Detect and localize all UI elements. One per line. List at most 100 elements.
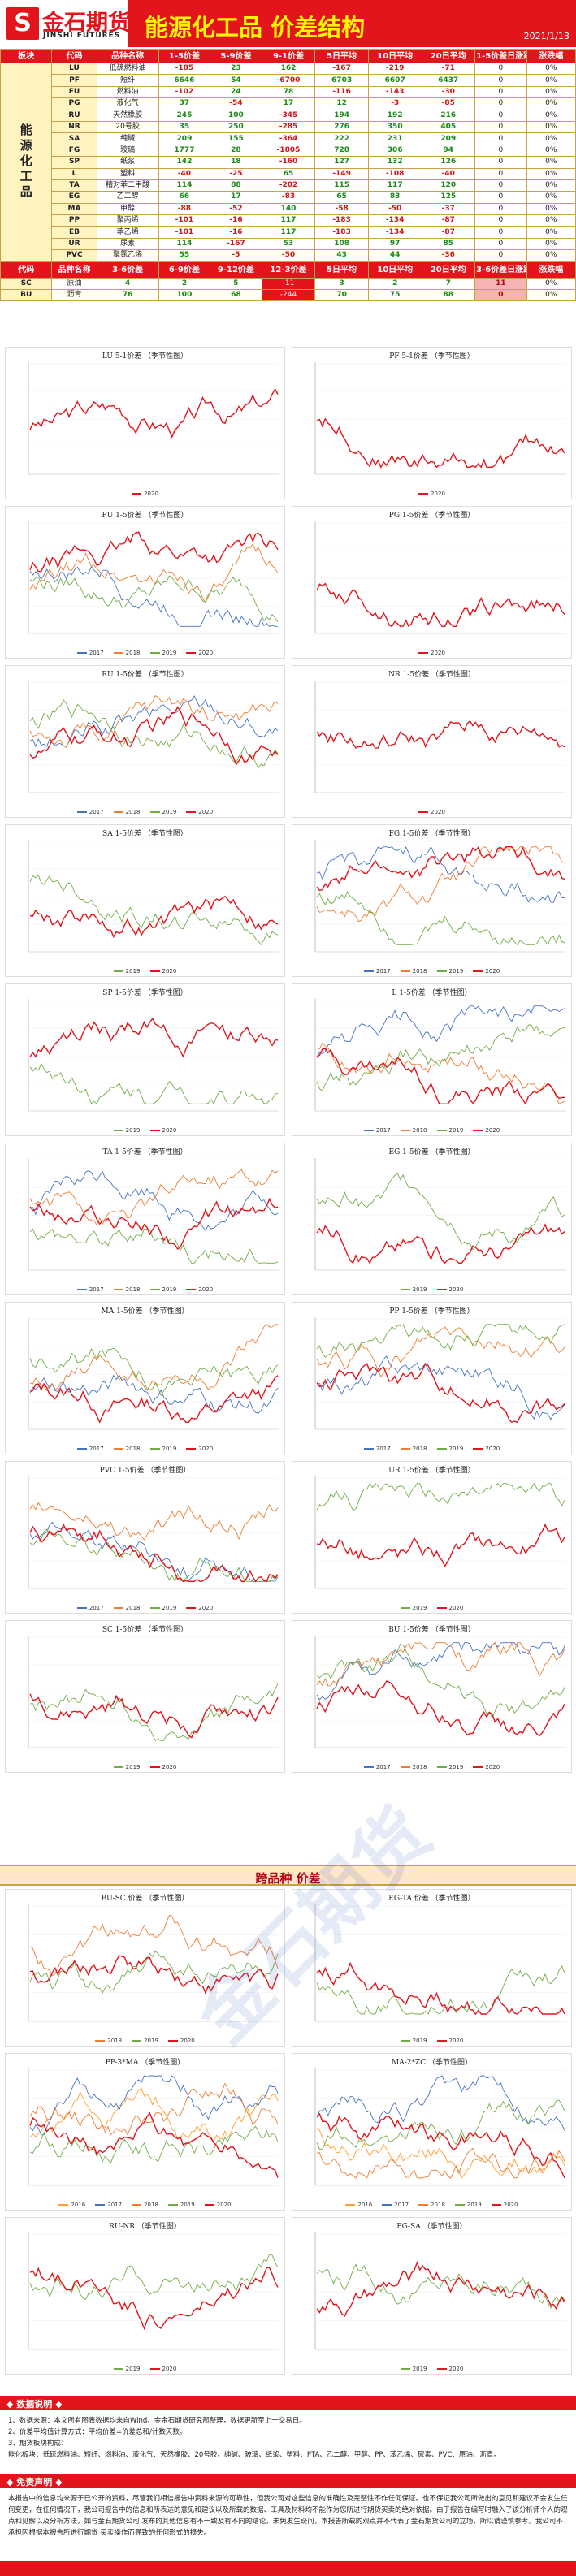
chart-title: BU 1-5价差 （季节性图） (388, 1626, 475, 1634)
row-value: -83 (261, 191, 316, 204)
chart-legend: 2017 2018 2019 2020 (292, 1127, 571, 1134)
legend-item: 2019 (436, 1127, 464, 1134)
spread-chart: PP-3*MA （季节性图） 2016 2017 2018 2019 2020 (5, 2053, 285, 2211)
series-line-2020 (29, 1375, 279, 1424)
notes-header: ◆ 数据说明 ◆ (0, 2396, 576, 2410)
oil-header-cell: 12-3价差 (261, 261, 316, 279)
series-line-2019 (29, 1683, 279, 1741)
row-value: 0 (474, 132, 527, 145)
chart-plot (314, 1636, 566, 1748)
spread-table-wrap: 板块 代码 品种名称 1-5价差 5-9价差 9-1价差 5日平均 10日平均 20日平均 1-5… (0, 49, 576, 302)
series-line-2019 (316, 1024, 565, 1091)
chart-plot (28, 681, 279, 793)
row-value: 0 (474, 249, 527, 262)
chart-legend: 2017 2018 2019 2020 (6, 1286, 284, 1293)
legend-label: 2020 (198, 1605, 214, 1611)
row-value: 0% (526, 167, 576, 180)
series-line-2017 (316, 845, 565, 903)
oil-code: SC (0, 277, 53, 291)
spread-chart: PP 1-5价差 （季节性图） 2017 2018 2019 2020 (292, 1302, 572, 1454)
legend-label: 2019 (162, 809, 177, 815)
chart-title: PF 5-1价差 （季节性图） (389, 352, 474, 361)
table-header-cell: 5-9价差 (210, 49, 262, 63)
legend-item: 2019 (400, 1605, 427, 1611)
table-row: UR 尿素 114 -167 53 108 97 85 0 0% (1, 237, 576, 251)
row-code: PP (51, 214, 97, 227)
spread-chart: EG-TA 价差 （季节性图） 2019 2020 (292, 1889, 572, 2047)
legend-swatch (149, 2368, 160, 2370)
legend-label: 2017 (89, 650, 104, 656)
legend-label: 2019 (448, 1127, 464, 1134)
oil-value: -244 (261, 289, 316, 302)
row-value: 0 (474, 120, 527, 134)
oil-value: 7 (421, 277, 476, 291)
legend-swatch (149, 1289, 160, 1290)
oil-value: 68 (210, 289, 262, 302)
series-line-2019 (316, 2263, 565, 2310)
row-name: 纯碱 (96, 132, 159, 145)
series-line-2019 (316, 2099, 565, 2150)
oil-value: 70 (314, 289, 369, 302)
legend-swatch (113, 1130, 123, 1131)
row-value: -87 (421, 214, 476, 227)
row-value: 0% (526, 237, 576, 251)
legend-label: 2019 (162, 1605, 177, 1611)
note-line: 3、期货板块构成： (8, 2440, 68, 2448)
chart-legend: 2017 2018 2019 2020 (292, 968, 571, 975)
row-value: -149 (314, 167, 369, 180)
row-value: 115 (314, 179, 369, 192)
row-value: -3 (367, 97, 422, 110)
row-value: 85 (421, 237, 476, 251)
row-value: 37 (158, 97, 211, 110)
legend-swatch (400, 2368, 410, 2370)
legend-item: 2019 (113, 2366, 141, 2372)
chart-plot (314, 521, 566, 634)
legend-label: 2020 (485, 968, 500, 975)
oil-header-cell: 品种名称 (51, 261, 97, 279)
chart-plot (28, 1476, 279, 1589)
legend-item: 2016 (58, 2202, 85, 2208)
spread-chart: PG 1-5价差 （季节性图） 2020 (292, 506, 572, 659)
series-line-2020 (29, 1017, 279, 1058)
series-line-2017 (29, 565, 278, 627)
legend-swatch (58, 2204, 69, 2206)
legend-item: 2017 (363, 1446, 391, 1452)
spread-chart: NR 1-5价差 （季节性图） 2020 (292, 665, 572, 818)
series-line-2020 (316, 2112, 565, 2179)
row-value: 250 (210, 120, 262, 134)
row-value: 24 (210, 85, 262, 99)
row-value: 0 (474, 109, 527, 122)
row-name: 玻璃 (96, 144, 159, 158)
row-value: 194 (314, 109, 369, 122)
row-value: -85 (421, 97, 476, 110)
table-row: EB 苯乙烯 -101 -16 117 -183 -134 -87 0 0% (1, 226, 576, 239)
series-line-2017 (29, 1521, 279, 1582)
row-value: -37 (421, 202, 476, 216)
series-line-2019 (316, 890, 565, 946)
legend-label: 2018 (125, 1446, 141, 1452)
legend-label: 2019 (125, 1127, 141, 1134)
oil-header-cell: 10日平均 (367, 261, 422, 279)
series-line-2020 (316, 1961, 565, 2016)
spread-chart: UR 1-5价差 （季节性图） 2019 2020 (292, 1461, 572, 1614)
series-line-2019 (29, 1062, 279, 1105)
row-value: -219 (367, 62, 422, 76)
series-line-2019 (316, 1173, 565, 1251)
legend-label: 2019 (162, 1286, 177, 1293)
spread-chart: RU 1-5价差 （季节性图） 2017 2018 2019 2020 (5, 665, 285, 818)
oil-header-cell: 20日平均 (421, 261, 476, 279)
legend-label: 2017 (89, 1286, 104, 1293)
row-code: PVC (51, 249, 97, 262)
series-line-2018 (316, 1326, 565, 1378)
chart-legend: 2017 2018 2019 2020 (6, 1446, 284, 1452)
legend-item: 2017 (363, 1127, 391, 1134)
spread-chart: TA 1-5价差 （季节性图） 2017 2018 2019 2020 (5, 1143, 285, 1295)
series-line-2019 (29, 1950, 279, 1995)
row-value: -52 (210, 202, 262, 216)
chart-title: SC 1-5价差 （季节性图） (102, 1626, 188, 1634)
oil-header-cell: 6-9价差 (158, 261, 211, 279)
row-value: 0 (474, 62, 527, 76)
row-value: 6646 (158, 74, 211, 87)
series-line-2019 (316, 1324, 565, 1358)
row-value: 140 (261, 202, 316, 216)
